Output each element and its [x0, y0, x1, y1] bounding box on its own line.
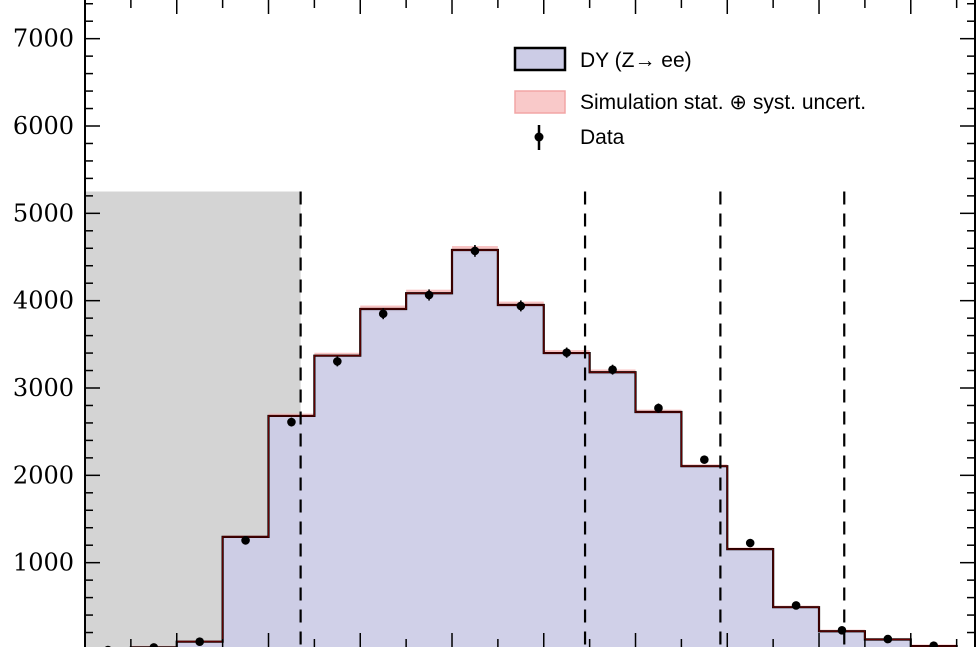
- data-point: [333, 357, 342, 366]
- legend: DY (Z→ ee) Simulation stat. ⊕ syst. unce…: [513, 46, 866, 150]
- axis-ticks: [85, 0, 975, 647]
- legend-swatch-uncert: [514, 90, 566, 114]
- data-point: [608, 365, 617, 374]
- legend-label-uncert: Simulation stat. ⊕ syst. uncert.: [580, 91, 866, 114]
- y-tick-label: 4000: [13, 287, 74, 315]
- y-tick-label: 3000: [13, 374, 74, 402]
- data-point: [745, 538, 755, 548]
- y-tick-label: 2000: [13, 461, 74, 489]
- legend-label-data: Data: [580, 126, 625, 149]
- data-point: [929, 641, 939, 647]
- data-point: [287, 417, 296, 427]
- data-points-layer: [104, 244, 939, 647]
- dy-histogram-fill: [176, 250, 957, 647]
- data-point: [791, 601, 801, 610]
- y-tick-label: 6000: [13, 112, 74, 140]
- y-tick-label: 1000: [13, 549, 74, 577]
- y-tick-label: 5000: [13, 199, 74, 227]
- data-point: [149, 643, 159, 647]
- dashed-lines-layer: [299, 191, 846, 647]
- y-tick-labels: 1000 2000 3000 4000 5000 6000 7000: [13, 25, 74, 577]
- data-point: [241, 536, 250, 545]
- data-point: [562, 348, 572, 357]
- data-point: [700, 455, 709, 464]
- data-point: [883, 634, 893, 644]
- data-point: [837, 626, 847, 635]
- data-point: [654, 403, 663, 413]
- legend-swatch-dy: [513, 46, 567, 72]
- legend-marker-data: [534, 125, 544, 150]
- data-point: [195, 637, 204, 647]
- data-point: [424, 290, 434, 300]
- y-tick-label: 7000: [13, 25, 74, 53]
- legend-label-dy: DY (Z→ ee): [580, 49, 692, 72]
- data-point: [470, 246, 480, 256]
- data-point: [516, 301, 526, 311]
- data-point: [378, 309, 388, 319]
